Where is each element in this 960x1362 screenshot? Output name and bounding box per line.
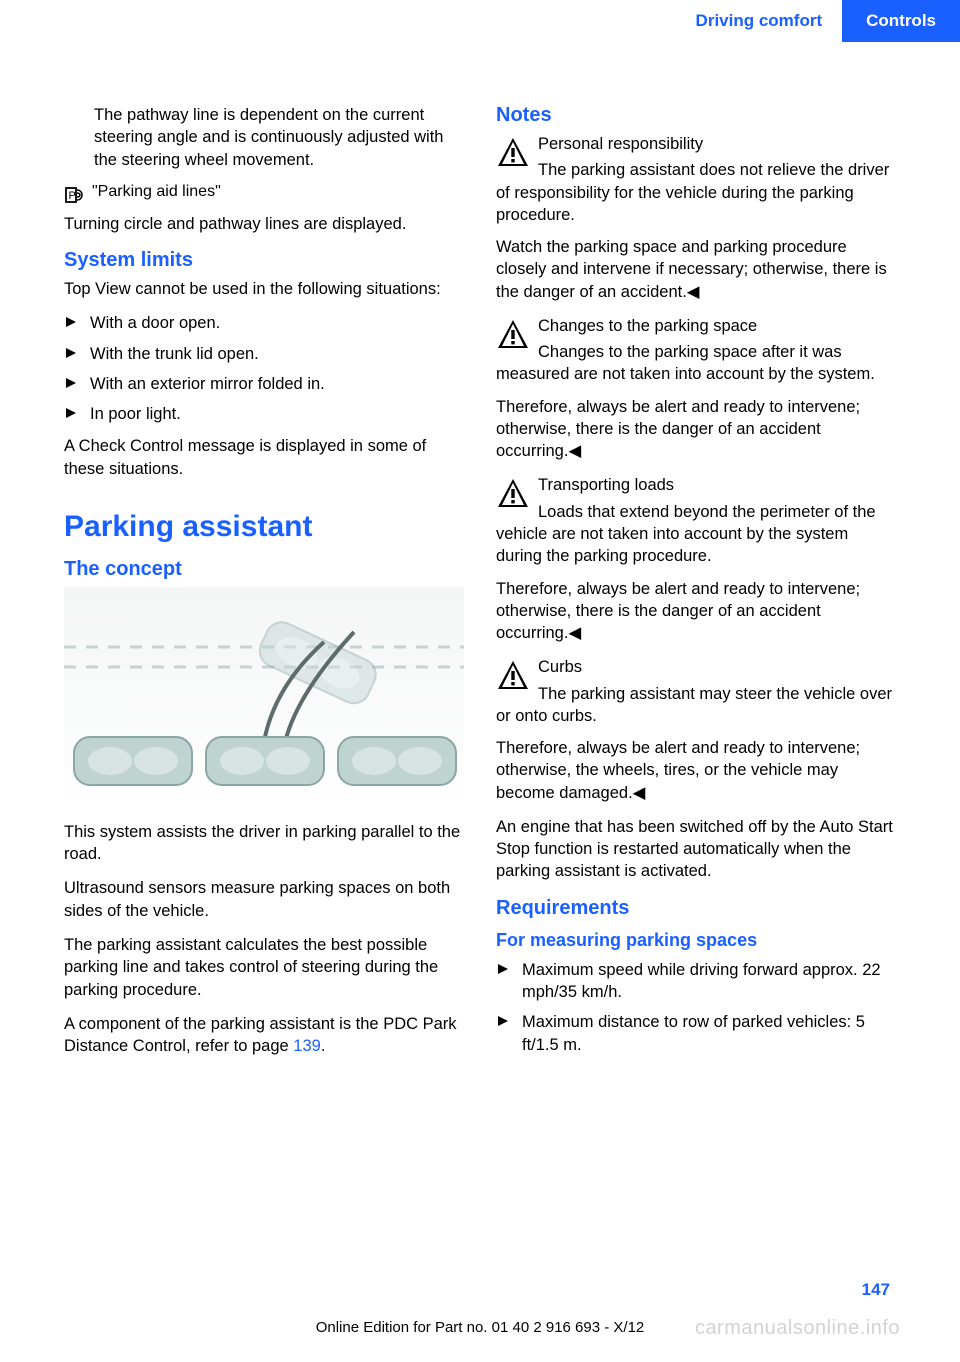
triangle-bullet-icon <box>498 964 508 974</box>
concept-p4-text-a: A component of the parking assistant is … <box>64 1015 457 1055</box>
engine-note: An engine that has been switched off by … <box>496 816 896 883</box>
list-item: Maximum speed while driving forward appr… <box>496 959 896 1004</box>
parking-aid-line: P "Parking aid lines" <box>64 183 464 205</box>
turning-circle-paragraph: Turning circle and pathway lines are dis… <box>64 213 464 235</box>
warning-body: Loads that extend beyond the perimeter o… <box>496 501 896 568</box>
requirements-list: Maximum speed while driving forward appr… <box>496 959 896 1056</box>
warning-curbs: Curbs The parking assistant may steer th… <box>496 656 896 727</box>
page-number: 147 <box>862 1280 890 1300</box>
parking-assistant-heading: Parking assistant <box>64 510 464 544</box>
page-link-139[interactable]: 139 <box>293 1037 321 1055</box>
watermark-text: carmanualsonline.info <box>695 1317 900 1340</box>
warning-after: Therefore, always be alert and ready to … <box>496 737 896 804</box>
list-item-text: Maximum distance to row of parked vehicl… <box>522 1011 896 1056</box>
header-chapter-label: Controls <box>842 0 960 42</box>
left-column: The pathway line is dependent on the cur… <box>64 104 464 1069</box>
warning-body: The parking assistant may steer the vehi… <box>496 683 896 728</box>
triangle-bullet-icon <box>66 378 76 388</box>
concept-svg <box>64 587 464 807</box>
system-limits-heading: System limits <box>64 249 464 272</box>
list-item: With a door open. <box>64 312 464 334</box>
concept-p2: Ultrasound sensors measure parking space… <box>64 877 464 922</box>
concept-p4: A component of the parking assistant is … <box>64 1013 464 1058</box>
list-item-text: With an exterior mirror folded in. <box>90 373 325 395</box>
concept-heading: The concept <box>64 558 464 581</box>
triangle-bullet-icon <box>66 408 76 418</box>
content-columns: The pathway line is dependent on the cur… <box>0 42 960 1069</box>
requirements-heading: Requirements <box>496 897 896 920</box>
warning-title: Curbs <box>496 656 896 678</box>
check-control-paragraph: A Check Control message is displayed in … <box>64 435 464 480</box>
right-column: Notes Personal responsibility The parkin… <box>496 104 896 1069</box>
concept-p4-text-b: . <box>321 1037 326 1055</box>
list-item-text: In poor light. <box>90 403 181 425</box>
triangle-bullet-icon <box>66 348 76 358</box>
list-item: Maximum distance to row of parked vehicl… <box>496 1011 896 1056</box>
list-item-text: With the trunk lid open. <box>90 343 259 365</box>
warning-icon <box>496 136 530 170</box>
notes-heading: Notes <box>496 104 896 127</box>
list-item: With an exterior mirror folded in. <box>64 373 464 395</box>
list-item: In poor light. <box>64 403 464 425</box>
concept-p1: This system assists the driver in parkin… <box>64 821 464 866</box>
warning-after: Watch the parking space and parking proc… <box>496 236 896 303</box>
triangle-bullet-icon <box>66 317 76 327</box>
warning-transporting-loads: Transporting loads Loads that extend bey… <box>496 474 896 567</box>
warning-body: Changes to the parking space after it wa… <box>496 341 896 386</box>
list-item-text: Maximum speed while driving forward appr… <box>522 959 896 1004</box>
list-item-text: With a door open. <box>90 312 220 334</box>
warning-icon <box>496 477 530 511</box>
warning-title: Changes to the parking space <box>496 315 896 337</box>
concept-p3: The parking assistant calculates the bes… <box>64 934 464 1001</box>
triangle-bullet-icon <box>498 1016 508 1026</box>
system-limits-intro: Top View cannot be used in the following… <box>64 278 464 300</box>
parking-aid-icon: P <box>64 185 84 205</box>
header-section-label: Driving comfort <box>676 0 843 42</box>
parking-aid-label: "Parking aid lines" <box>92 183 221 201</box>
measuring-heading: For measuring parking spaces <box>496 930 896 951</box>
warning-title: Transporting loads <box>496 474 896 496</box>
warning-personal-responsibility: Personal responsibility The parking assi… <box>496 133 896 226</box>
warning-after: Therefore, always be alert and ready to … <box>496 578 896 645</box>
list-item: With the trunk lid open. <box>64 343 464 365</box>
warning-after: Therefore, always be alert and ready to … <box>496 396 896 463</box>
warning-icon <box>496 659 530 693</box>
pathway-paragraph: The pathway line is dependent on the cur… <box>94 104 464 171</box>
system-limits-list: With a door open. With the trunk lid ope… <box>64 312 464 425</box>
warning-changes-parking-space: Changes to the parking space Changes to … <box>496 315 896 386</box>
warning-title: Personal responsibility <box>496 133 896 155</box>
concept-illustration <box>64 587 464 807</box>
warning-icon <box>496 318 530 352</box>
warning-body: The parking assistant does not relieve t… <box>496 159 896 226</box>
page-header: Driving comfort Controls <box>0 0 960 42</box>
svg-text:P: P <box>69 190 76 202</box>
